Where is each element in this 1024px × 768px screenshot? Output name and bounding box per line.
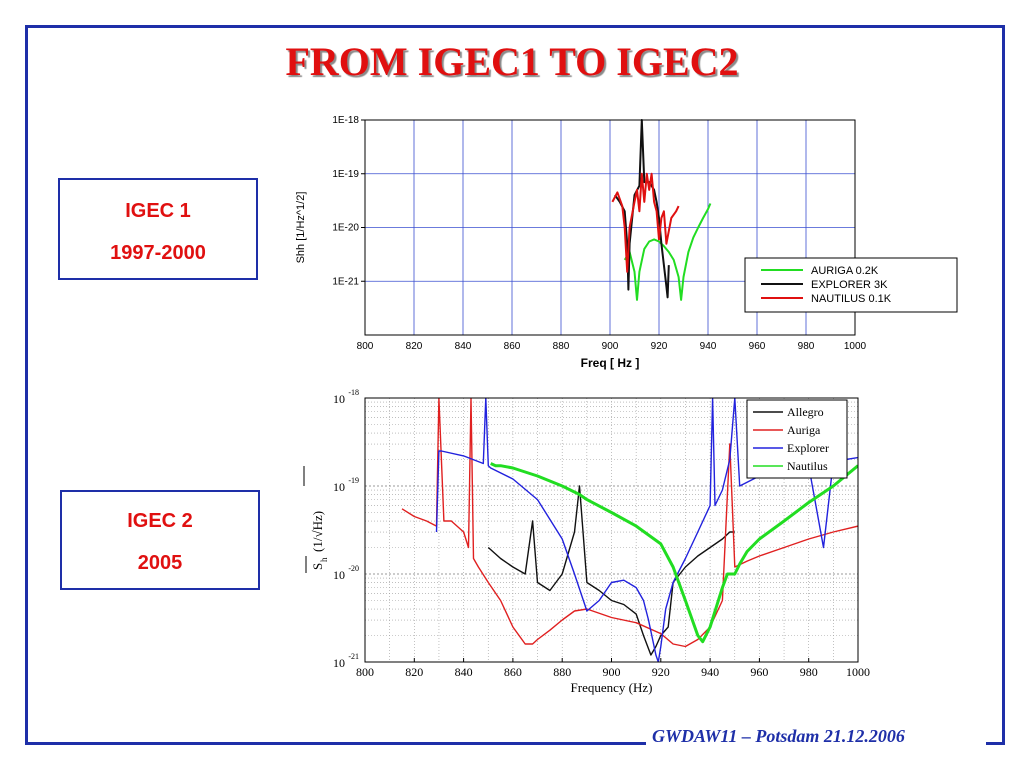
series-line-nautilus: [490, 462, 858, 644]
igec1-years: 1997-2000: [110, 242, 206, 264]
plot-border: [364, 119, 856, 336]
legend-label-explorer-3k: EXPLORER 3K: [811, 279, 888, 291]
x-tick-label: 880: [553, 665, 571, 679]
x-tick-label: 920: [651, 341, 668, 352]
x-tick-label: 800: [357, 341, 374, 352]
series-line-explorer-3k: [614, 119, 670, 299]
legend-label-allegro: Allegro: [787, 405, 824, 419]
y-tick-label: 1E-21: [332, 276, 359, 287]
footer-gap: [646, 730, 986, 758]
series-group: [611, 119, 712, 301]
y-tick-base: 10: [333, 392, 345, 406]
series-line-auriga-0-2k: [623, 203, 712, 301]
x-tick-label: 980: [798, 341, 815, 352]
y-tick-base: 10: [333, 568, 345, 582]
legend: Allegro Auriga Explorer Nautilus: [746, 399, 848, 479]
x-axis-label: Freq [ Hz ]: [581, 356, 640, 370]
y-tick-exp: -19: [348, 476, 359, 485]
footer-text: GWDAW11 – Potsdam 21.12.2006: [652, 726, 905, 746]
clipped-series: [401, 398, 858, 662]
series-line-allegro: [487, 485, 735, 656]
igec2-label: IGEC 2: [127, 510, 193, 532]
x-tick-label: 920: [652, 665, 670, 679]
axes: 800 820 840 860 880 900 920 940 960 980 1000 1E-18 1…: [295, 115, 867, 370]
x-tick-label: 820: [406, 341, 423, 352]
igec1-spectrum-chart: 800 820 840 860 880 900 920 940 960 980 1000 1E-18 1…: [295, 115, 958, 370]
legend-box: [746, 399, 848, 479]
series-line-explorer: [435, 398, 858, 662]
x-tick-label: 900: [602, 341, 619, 352]
plot-border: [364, 397, 859, 663]
x-tick-label: 820: [405, 665, 423, 679]
igec1-label: IGEC 1: [125, 200, 191, 222]
legend: AURIGA 0.2K EXPLORER 3K NAUTILUS 0.1K: [744, 257, 958, 313]
x-tick-label: 940: [700, 341, 717, 352]
igec2-box: IGEC 2 2005: [60, 490, 260, 590]
y-axis-label-main: S: [310, 563, 325, 570]
x-tick-label: 940: [701, 665, 719, 679]
x-tick-label: 860: [504, 341, 521, 352]
legend-label-explorer: Explorer: [787, 441, 829, 455]
x-tick-label: 840: [455, 341, 472, 352]
y-tick-base: 10: [333, 656, 345, 670]
y-tick-base: 10: [333, 480, 345, 494]
x-tick-label: 960: [749, 341, 766, 352]
y-tick-exp: -18: [348, 388, 359, 397]
x-tick-label: 960: [750, 665, 768, 679]
x-tick-label: 840: [455, 665, 473, 679]
series-group: [401, 398, 858, 662]
y-tick-label: 1E-18: [332, 115, 359, 126]
y-tick-exp: -20: [348, 564, 359, 573]
y-tick-label: 1E-20: [332, 223, 359, 234]
x-axis-label: Frequency (Hz): [571, 680, 653, 695]
legend-label-nautilus-0-1k: NAUTILUS 0.1K: [811, 293, 892, 305]
y-axis-label-sub: h: [319, 557, 329, 562]
x-tick-label: 800: [356, 665, 374, 679]
legend-label-auriga-0-2k: AURIGA 0.2K: [811, 265, 879, 277]
x-tick-label: 1000: [844, 341, 867, 352]
y-axis-label-unit: (1/√Hz): [310, 511, 325, 552]
series-line-auriga: [401, 398, 858, 648]
igec1-box: IGEC 1 1997-2000: [58, 178, 258, 280]
x-tick-label: 900: [603, 665, 621, 679]
y-tick-exp: -21: [348, 652, 359, 661]
legend-label-nautilus: Nautilus: [787, 459, 828, 473]
y-tick-label: 1E-19: [332, 169, 359, 180]
x-tick-label: 980: [800, 665, 818, 679]
x-tick-label: 1000: [846, 665, 870, 679]
x-tick-label: 860: [504, 665, 522, 679]
y-axis-label: Sh (1/√Hz): [303, 466, 329, 573]
x-tick-label: 880: [553, 341, 570, 352]
series-line-nautilus-0-1k: [611, 172, 680, 273]
grid: [365, 119, 855, 335]
slide-frame: [25, 25, 1005, 745]
slide-title: FROM IGEC1 TO IGEC2: [285, 39, 739, 84]
legend-label-auriga: Auriga: [787, 423, 821, 437]
y-axis-label: Shh [1/Hz^1/2]: [295, 192, 307, 264]
igec2-year: 2005: [137, 552, 183, 574]
